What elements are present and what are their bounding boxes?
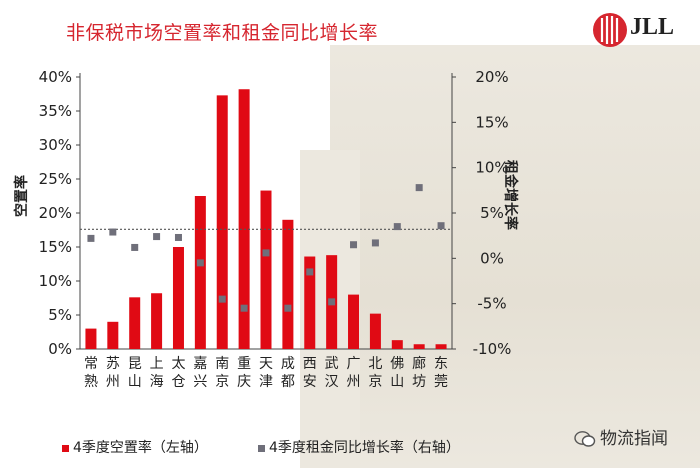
- category-label-3: 上海: [150, 356, 164, 390]
- marker-13: [371, 239, 379, 247]
- right-axis-title: 租金增长率: [502, 160, 519, 230]
- category-label-10: 西安: [303, 356, 317, 390]
- jll-logo: [593, 13, 627, 47]
- marker-6: [218, 295, 226, 303]
- marker-0: [87, 234, 95, 242]
- marker-14: [393, 223, 401, 231]
- legend-item-vacancy: 4季度空置率（左轴）: [62, 437, 208, 457]
- legend-bar-swatch-icon: [62, 444, 69, 452]
- marker-15: [415, 184, 423, 192]
- right-tick-label: 0%: [480, 249, 504, 267]
- right-tick-label: 5%: [480, 204, 504, 222]
- category-label-9: 成都: [281, 356, 295, 390]
- legend-marker-swatch-icon: [258, 444, 265, 452]
- category-label-7: 重庆: [237, 356, 251, 390]
- right-tick-label: -5%: [477, 295, 506, 313]
- category-label-6: 南京: [215, 356, 229, 390]
- marker-4: [174, 233, 182, 241]
- legend-label-vacancy: 4季度空置率（左轴）: [73, 440, 208, 456]
- left-tick-label: 40%: [39, 68, 72, 86]
- brand-name: JLL: [630, 14, 675, 40]
- bar-6: [216, 95, 228, 349]
- left-tick-label: 30%: [39, 136, 72, 154]
- bar-2: [129, 297, 141, 349]
- category-label-12: 广州: [347, 356, 361, 390]
- category-label-13: 北京: [368, 356, 382, 390]
- bar-10: [304, 256, 316, 349]
- bar-13: [369, 313, 381, 349]
- category-label-11: 武汉: [325, 356, 339, 390]
- bar-8: [260, 190, 272, 349]
- marker-12: [350, 241, 358, 249]
- wechat-watermark: 物流指闻: [574, 424, 668, 449]
- left-tick-label: 5%: [48, 306, 72, 324]
- right-tick-label: 15%: [475, 113, 508, 131]
- bar-16: [435, 344, 447, 349]
- bar-7: [238, 89, 250, 350]
- bar-0: [85, 328, 97, 349]
- legend-label-rent: 4季度租金同比增长率（右轴）: [269, 440, 460, 456]
- category-label-14: 佛山: [390, 356, 404, 390]
- left-tick-label: 0%: [48, 340, 72, 358]
- bar-5: [194, 196, 206, 349]
- chart-title: 非保税市场空置率和租金同比增长率: [66, 22, 379, 44]
- legend-item-rent: 4季度租金同比增长率（右轴）: [258, 437, 460, 457]
- category-label-15: 廊坊: [412, 355, 426, 390]
- right-tick-label: -10%: [473, 340, 512, 358]
- bar-9: [282, 219, 294, 349]
- category-label-2: 昆山: [128, 356, 142, 390]
- category-label-1: 苏州: [106, 356, 120, 390]
- marker-10: [306, 268, 314, 276]
- wechat-account-name: 物流指闻: [600, 429, 668, 449]
- marker-2: [131, 243, 139, 251]
- category-label-4: 太仓: [171, 356, 185, 390]
- marker-3: [153, 233, 161, 241]
- marker-5: [196, 259, 204, 267]
- bar-3: [151, 293, 163, 349]
- bar-1: [107, 321, 119, 349]
- marker-1: [109, 228, 117, 236]
- left-tick-label: 25%: [39, 170, 72, 188]
- wechat-icon: [574, 431, 596, 447]
- left-axis-title: 空置率: [13, 175, 30, 217]
- category-label-5: 嘉兴: [193, 356, 207, 390]
- right-tick-label: 10%: [475, 159, 508, 177]
- category-label-8: 天津: [259, 356, 273, 390]
- bar-12: [348, 294, 360, 349]
- left-tick-label: 20%: [39, 204, 72, 222]
- marker-16: [437, 222, 445, 230]
- bar-14: [391, 340, 403, 349]
- category-label-16: 东莞: [434, 356, 448, 390]
- marker-11: [328, 298, 336, 306]
- marker-9: [284, 304, 292, 312]
- right-tick-label: 20%: [475, 68, 508, 86]
- bar-4: [172, 247, 184, 349]
- marker-7: [240, 304, 248, 312]
- left-tick-label: 10%: [39, 272, 72, 290]
- category-label-0: 常熟: [84, 356, 98, 390]
- marker-8: [262, 249, 270, 257]
- background-panel: [330, 45, 700, 468]
- bar-15: [413, 344, 425, 349]
- left-tick-label: 35%: [39, 102, 72, 120]
- left-tick-label: 15%: [39, 238, 72, 256]
